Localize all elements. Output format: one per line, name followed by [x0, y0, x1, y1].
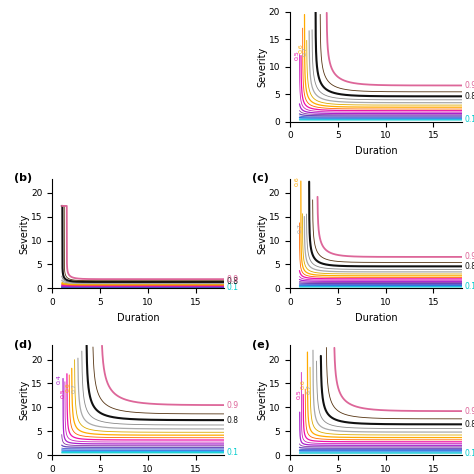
Text: 0.7: 0.7 — [307, 384, 312, 394]
Text: 0.8: 0.8 — [464, 92, 474, 101]
Text: 0.6: 0.6 — [294, 176, 300, 186]
Text: 0.8: 0.8 — [464, 420, 474, 429]
Text: (d): (d) — [14, 340, 32, 350]
Text: 0.5: 0.5 — [294, 51, 300, 61]
Text: 0.9: 0.9 — [226, 401, 238, 410]
Text: (e): (e) — [252, 340, 270, 350]
Text: (c): (c) — [252, 173, 269, 183]
Text: 0.8: 0.8 — [226, 416, 238, 425]
Text: 0.9: 0.9 — [464, 81, 474, 90]
Text: 0.1: 0.1 — [464, 115, 474, 124]
Text: 0.7: 0.7 — [298, 223, 303, 233]
Text: 0.9: 0.9 — [464, 253, 474, 262]
X-axis label: Duration: Duration — [355, 146, 397, 156]
Text: 0.8: 0.8 — [226, 277, 238, 286]
Text: 0.9: 0.9 — [464, 407, 474, 416]
X-axis label: Duration: Duration — [355, 312, 397, 323]
Text: 0.6: 0.6 — [298, 44, 303, 53]
Text: 0.9: 0.9 — [226, 274, 238, 283]
Text: 0.6: 0.6 — [301, 380, 306, 389]
Text: 0.7: 0.7 — [72, 383, 77, 392]
Y-axis label: Severity: Severity — [19, 213, 29, 254]
Text: (b): (b) — [14, 173, 32, 183]
Text: 0.1: 0.1 — [464, 448, 474, 457]
Text: 0.4: 0.4 — [56, 374, 62, 383]
Y-axis label: Severity: Severity — [257, 213, 267, 254]
Text: 0.5: 0.5 — [61, 389, 65, 398]
X-axis label: Duration: Duration — [117, 312, 160, 323]
Y-axis label: Severity: Severity — [19, 380, 29, 420]
Text: 0.5: 0.5 — [297, 390, 302, 400]
Text: 0.6: 0.6 — [65, 383, 71, 392]
Y-axis label: Severity: Severity — [257, 46, 267, 87]
Text: 0.1: 0.1 — [464, 283, 474, 292]
Text: 0.8: 0.8 — [464, 262, 474, 271]
Text: 0.1: 0.1 — [226, 283, 238, 292]
Text: 0.7: 0.7 — [303, 46, 308, 56]
Text: 0.1: 0.1 — [226, 448, 238, 457]
Y-axis label: Severity: Severity — [257, 380, 267, 420]
